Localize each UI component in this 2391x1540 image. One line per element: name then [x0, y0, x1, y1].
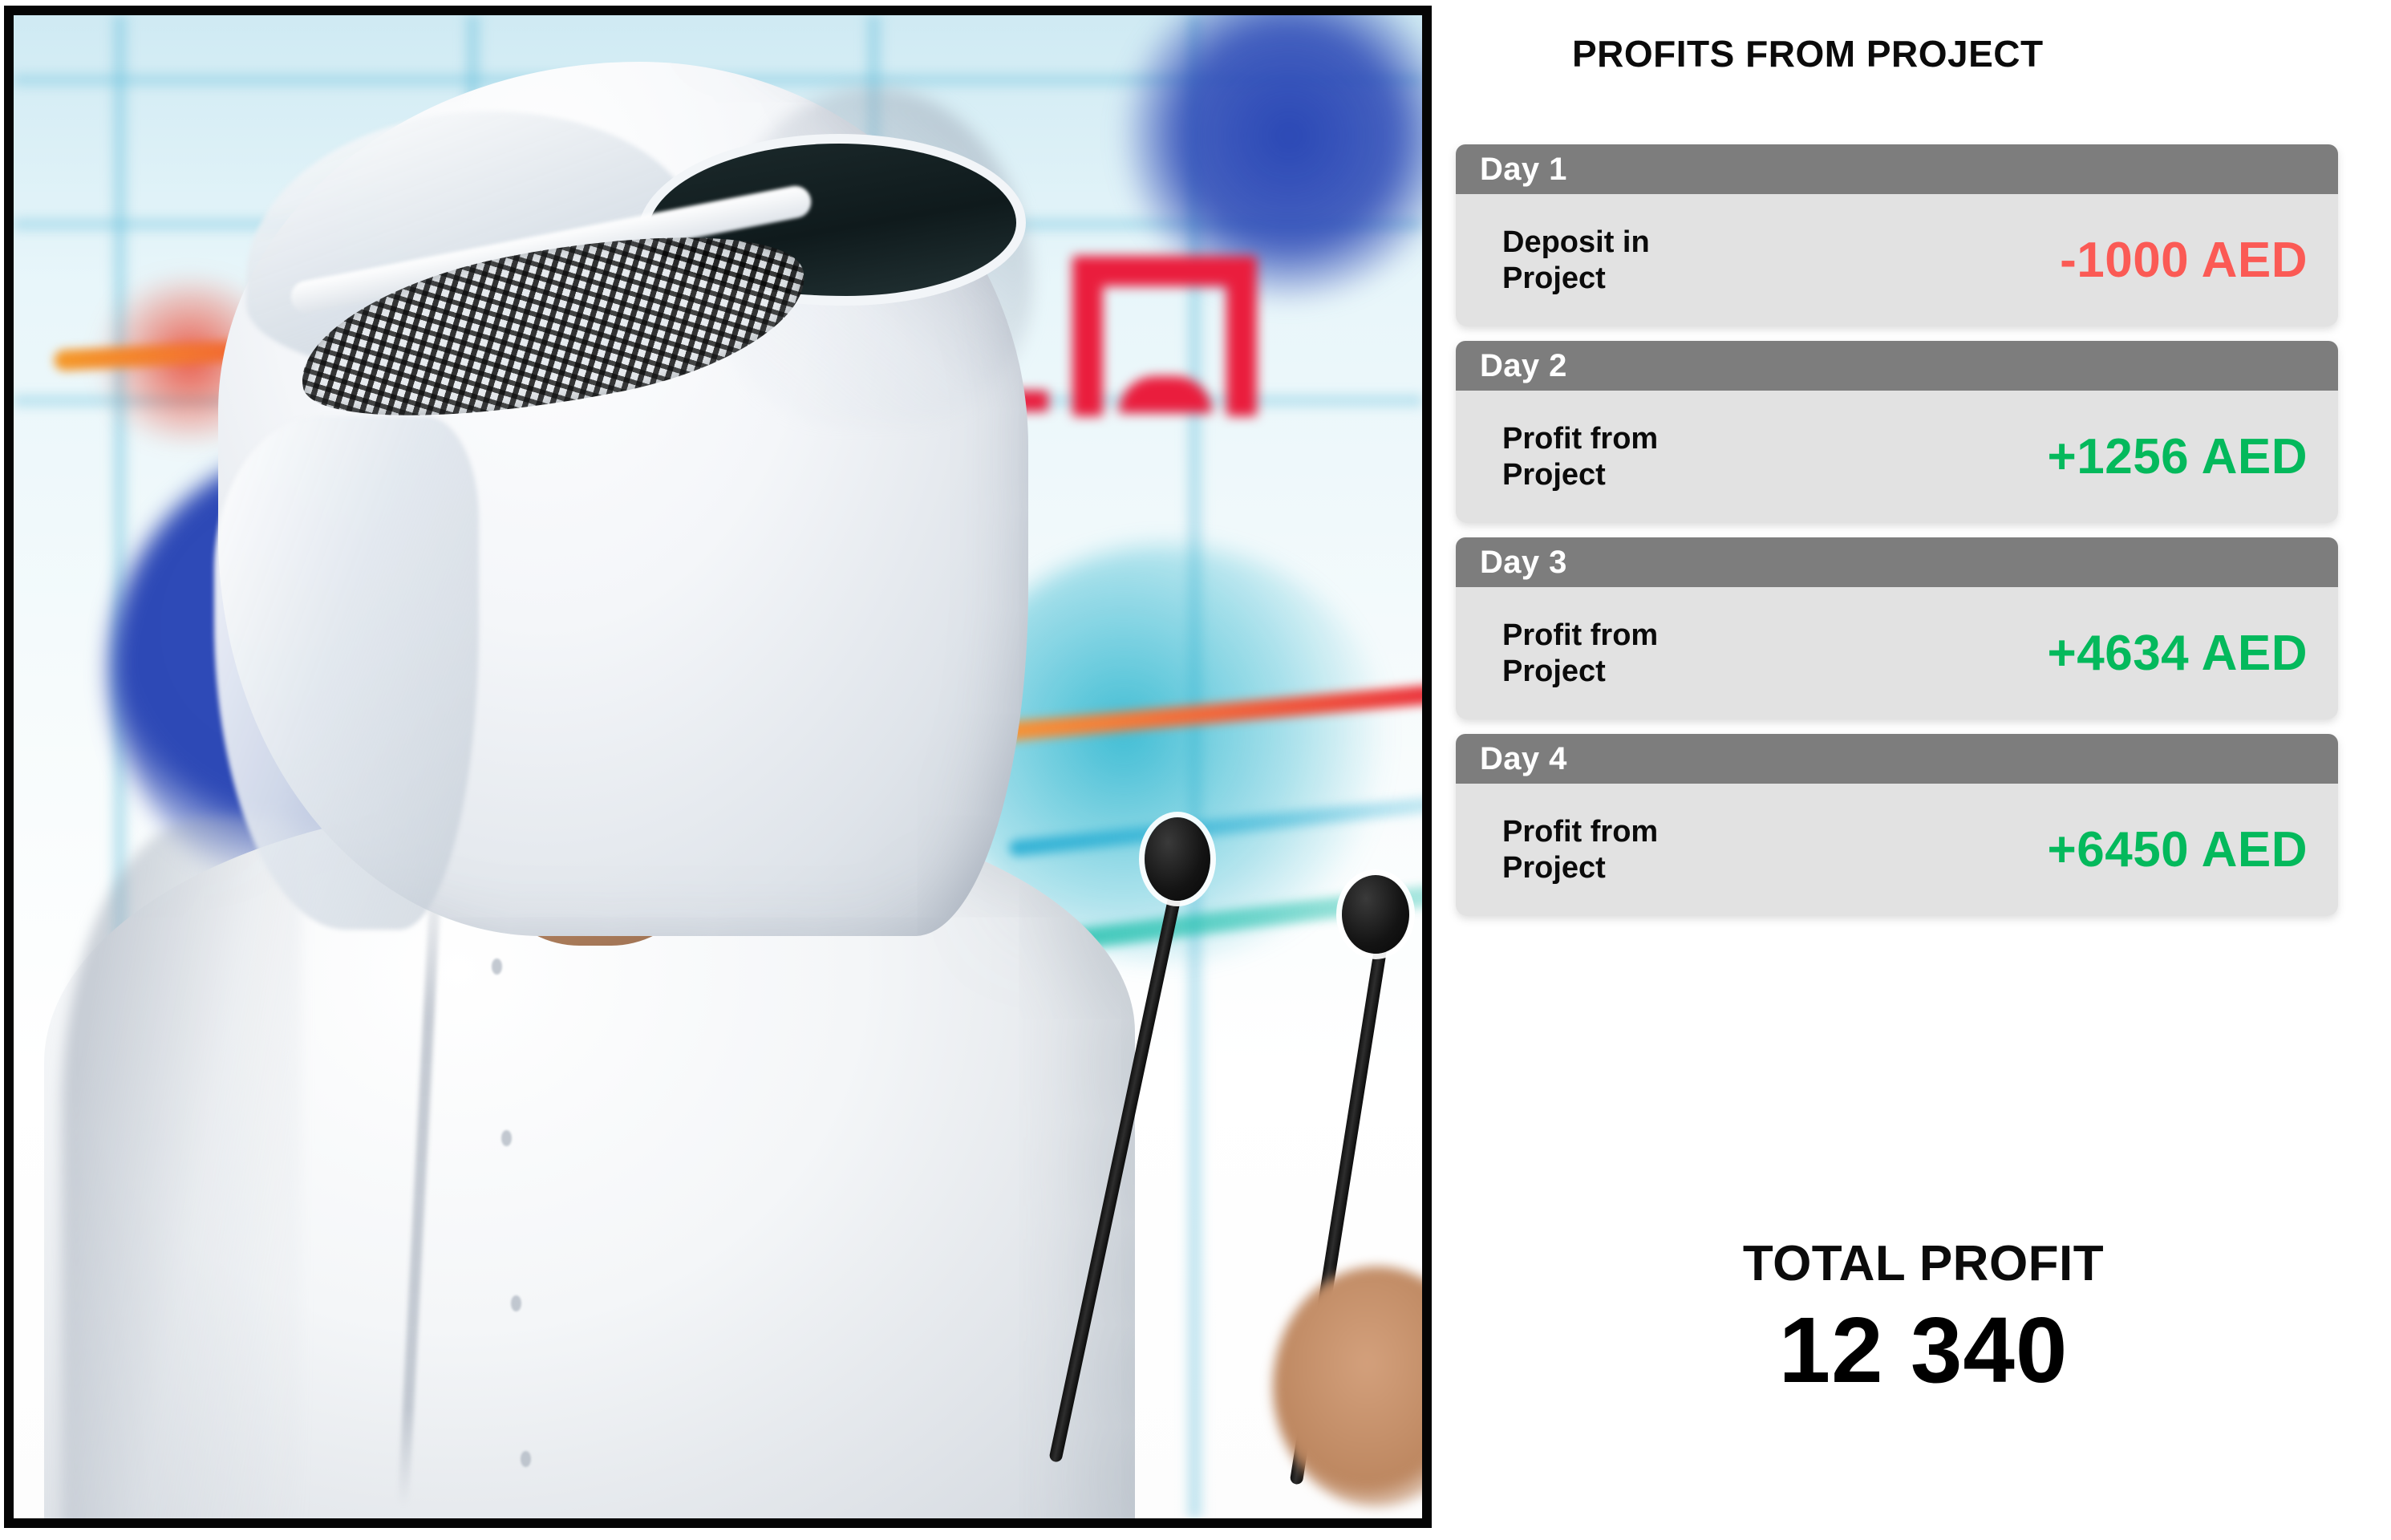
day-card-header: Day 3 — [1456, 537, 2338, 587]
day-card-description: Profit from Project — [1502, 618, 1659, 688]
day-card-body: Profit from Project +6450 AED — [1456, 784, 2338, 916]
day-card[interactable]: Day 3 Profit from Project +4634 AED — [1456, 537, 2338, 719]
ghutra-fold — [214, 416, 479, 930]
day-card-amount: +4634 AED — [2047, 626, 2308, 681]
day-card-header: Day 1 — [1456, 144, 2338, 194]
microphone-head — [1145, 817, 1210, 901]
kandura-button — [492, 958, 502, 975]
day-card[interactable]: Day 4 Profit from Project +6450 AED — [1456, 734, 2338, 916]
kandura-shadow — [62, 817, 302, 1518]
panel-title: PROFITS FROM PROJECT — [1572, 33, 2044, 75]
photo-frame — [4, 6, 1432, 1528]
day-card-body: Deposit in Project -1000 AED — [1456, 194, 2338, 326]
day-card-description: Profit from Project — [1502, 421, 1659, 492]
day-card[interactable]: Day 2 Profit from Project +1256 AED — [1456, 341, 2338, 523]
total-profit-label: TOTAL PROFIT — [1742, 1236, 2105, 1291]
day-card-body: Profit from Project +1256 AED — [1456, 391, 2338, 523]
microphone-head — [1342, 875, 1409, 954]
total-profit-value: 12 340 — [1778, 1298, 2069, 1402]
day-cards-list: Day 1 Deposit in Project -1000 AED Day 2… — [1456, 144, 2338, 930]
kandura-button — [501, 1130, 512, 1146]
day-card-header: Day 2 — [1456, 341, 2338, 391]
day-card-amount: -1000 AED — [2060, 233, 2308, 288]
day-card-day-label: Day 3 — [1480, 544, 1567, 580]
backdrop-red-logo — [1072, 256, 1257, 440]
day-card-description: Deposit in Project — [1502, 225, 1650, 295]
day-card-description: Profit from Project — [1502, 814, 1659, 885]
day-card-amount: +1256 AED — [2047, 429, 2308, 484]
day-card-day-label: Day 2 — [1480, 347, 1567, 383]
day-card[interactable]: Day 1 Deposit in Project -1000 AED — [1456, 144, 2338, 326]
day-card-header: Day 4 — [1456, 734, 2338, 784]
speaker-photo — [14, 15, 1422, 1518]
day-card-amount: +6450 AED — [2047, 822, 2308, 877]
kandura-button — [521, 1451, 531, 1467]
total-profit-block: TOTAL PROFIT 12 340 — [1456, 1235, 2391, 1396]
day-card-body: Profit from Project +4634 AED — [1456, 587, 2338, 719]
day-card-day-label: Day 4 — [1480, 740, 1567, 776]
kandura-button — [511, 1295, 521, 1311]
profits-panel: PROFITS FROM PROJECT Day 1 Deposit in Pr… — [1456, 0, 2391, 1540]
day-card-day-label: Day 1 — [1480, 151, 1567, 187]
